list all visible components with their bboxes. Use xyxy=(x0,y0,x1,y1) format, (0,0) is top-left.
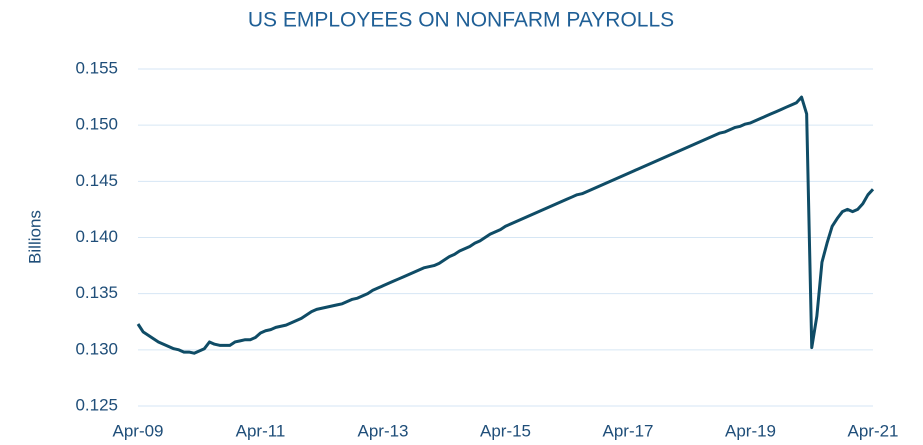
y-tick-label: 0.150 xyxy=(75,115,118,134)
y-tick-label: 0.145 xyxy=(75,171,118,190)
line xyxy=(136,95,875,355)
y-tick-label: 0.135 xyxy=(75,283,118,302)
x-tick-label: Apr-21 xyxy=(847,421,898,440)
x-tick-label: Apr-11 xyxy=(236,421,286,440)
x-tick-label: Apr-17 xyxy=(602,421,653,440)
chart-title: US EMPLOYEES ON NONFARM PAYROLLS xyxy=(248,9,674,32)
y-tick-label: 0.155 xyxy=(75,58,118,77)
x-tick-label: Apr-15 xyxy=(480,421,531,440)
x-tick-label: Apr-19 xyxy=(725,421,776,440)
y-tick-label: 0.130 xyxy=(75,339,118,358)
x-tick-label: Apr-13 xyxy=(357,421,408,440)
y-tick-label: 0.125 xyxy=(75,395,118,414)
y-axis-label: Billions xyxy=(25,210,44,264)
x-tick-label: Apr-09 xyxy=(112,421,163,440)
y-tick-label: 0.140 xyxy=(75,227,118,246)
